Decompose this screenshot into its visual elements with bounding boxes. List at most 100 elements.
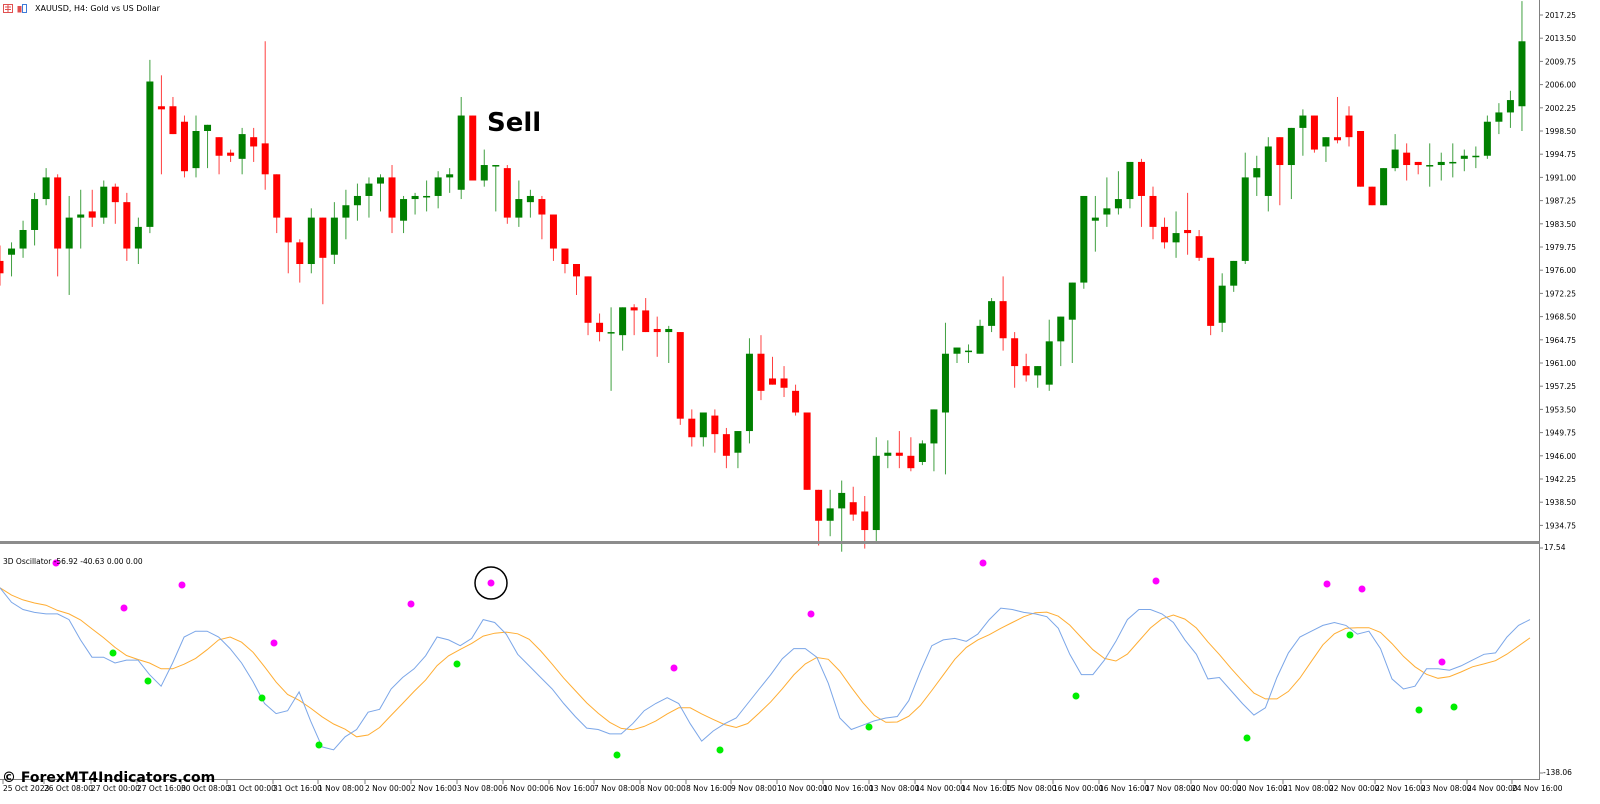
- sell-signal-dot: [1358, 585, 1366, 593]
- candle: [31, 192, 39, 246]
- candle: [365, 177, 373, 218]
- time-axis-label: 26 Oct 08:00: [44, 784, 93, 793]
- osc-axis-max: 17.54: [1544, 543, 1566, 552]
- candle: [157, 75, 165, 175]
- candle: [1472, 146, 1480, 169]
- price-axis-label: 2009.75: [1545, 57, 1576, 66]
- buy-signal-dot: [865, 723, 873, 731]
- candle: [1333, 96, 1341, 144]
- candle: [988, 298, 996, 333]
- time-axis-label: 21 Nov 08:00: [1283, 784, 1334, 793]
- price-axis-label: 1957.25: [1545, 382, 1576, 391]
- sell-signal-dot: [270, 639, 278, 647]
- candle: [722, 427, 730, 469]
- candle: [1276, 137, 1284, 206]
- candle: [965, 344, 973, 363]
- candle: [780, 366, 788, 398]
- chart-title-bar: XAUUSD, H4: Gold vs US Dollar: [0, 0, 160, 16]
- candle: [549, 214, 557, 261]
- candle: [42, 168, 50, 206]
- time-axis-label: 8 Nov 16:00: [686, 784, 732, 793]
- candle: [1045, 319, 1053, 391]
- candle: [630, 304, 638, 336]
- price-axis-label: 1946.00: [1545, 452, 1576, 461]
- osc-axis-min: -138.06: [1543, 768, 1572, 777]
- candle: [642, 298, 650, 333]
- price-axis-label: 1938.50: [1545, 498, 1576, 507]
- candle: [526, 189, 534, 218]
- price-axis-label: 2006.00: [1545, 81, 1576, 90]
- candle: [77, 189, 85, 249]
- sell-signal-dot: [670, 664, 678, 672]
- candle: [1034, 366, 1042, 388]
- candle: [250, 127, 258, 162]
- candle: [953, 347, 961, 363]
- candle: [561, 248, 569, 274]
- candle: [1506, 90, 1514, 128]
- candle: [711, 409, 719, 453]
- time-axis-label: 10 Nov 16:00: [823, 784, 874, 793]
- candle: [769, 356, 777, 385]
- candle: [941, 322, 949, 475]
- price-axis-label: 1994.75: [1545, 150, 1576, 159]
- buy-signal-dot: [1243, 734, 1251, 742]
- price-axis-label: 1934.75: [1545, 521, 1576, 530]
- time-axis-label: 17 Nov 08:00: [1145, 784, 1196, 793]
- sell-signal-dot: [979, 559, 987, 567]
- price-axis-label: 1983.50: [1545, 220, 1576, 229]
- candle: [515, 180, 523, 227]
- candle: [1137, 158, 1145, 227]
- time-axis-label: 8 Nov 00:00: [640, 784, 686, 793]
- candle: [803, 412, 811, 490]
- candle: [1195, 229, 1203, 261]
- candle: [1345, 106, 1353, 147]
- price-axis[interactable]: 2017.25 2013.50 2009.75 2006.00 2002.25 1998.…: [1539, 11, 1576, 530]
- candle: [1322, 137, 1330, 162]
- panel-separator[interactable]: [0, 541, 1540, 544]
- candle: [54, 174, 62, 277]
- candle: [861, 496, 869, 549]
- candle: [434, 171, 442, 209]
- candle: [1495, 103, 1503, 135]
- candle: [1253, 155, 1261, 196]
- sell-signal-dot: [487, 579, 495, 587]
- time-axis-label: 2 Nov 16:00: [411, 784, 457, 793]
- chart-template-icon[interactable]: [17, 3, 27, 13]
- price-axis-label: 1991.00: [1545, 173, 1576, 182]
- candle: [215, 137, 223, 175]
- buy-signal-dot: [1346, 631, 1354, 639]
- time-axis-label: 16 Nov 16:00: [1099, 784, 1150, 793]
- candle: [1103, 177, 1111, 227]
- buy-signal-dot: [716, 746, 724, 754]
- time-axis-label: 22 Nov 16:00: [1375, 784, 1426, 793]
- candle: [1518, 1, 1526, 131]
- sell-signal-circle: [474, 566, 508, 600]
- candle: [8, 242, 16, 277]
- price-axis-label: 1953.50: [1545, 405, 1576, 414]
- candle: [1299, 109, 1307, 156]
- chart-properties-icon[interactable]: [3, 3, 13, 13]
- candle: [1022, 353, 1030, 382]
- candle: [388, 165, 396, 234]
- candle: [653, 316, 661, 357]
- candle: [169, 96, 177, 135]
- time-axis-label: 31 Oct 00:00: [227, 784, 276, 793]
- candle: [100, 180, 108, 224]
- time-axis-label: 13 Nov 08:00: [869, 784, 920, 793]
- price-axis-label: 1979.75: [1545, 243, 1576, 252]
- time-axis-label: 6 Nov 16:00: [549, 784, 595, 793]
- price-axis-label: 1964.75: [1545, 336, 1576, 345]
- price-axis-label: 1961.00: [1545, 359, 1576, 368]
- candle: [1149, 186, 1157, 240]
- candle: [1391, 134, 1399, 172]
- candle: [1403, 143, 1411, 181]
- candle: [111, 183, 119, 224]
- time-axis-label: 27 Oct 16:00: [137, 784, 186, 793]
- candle: [423, 180, 431, 212]
- buy-signal-dot: [109, 649, 117, 657]
- candle: [838, 480, 846, 552]
- symbol-title: XAUUSD, H4: Gold vs US Dollar: [35, 3, 160, 13]
